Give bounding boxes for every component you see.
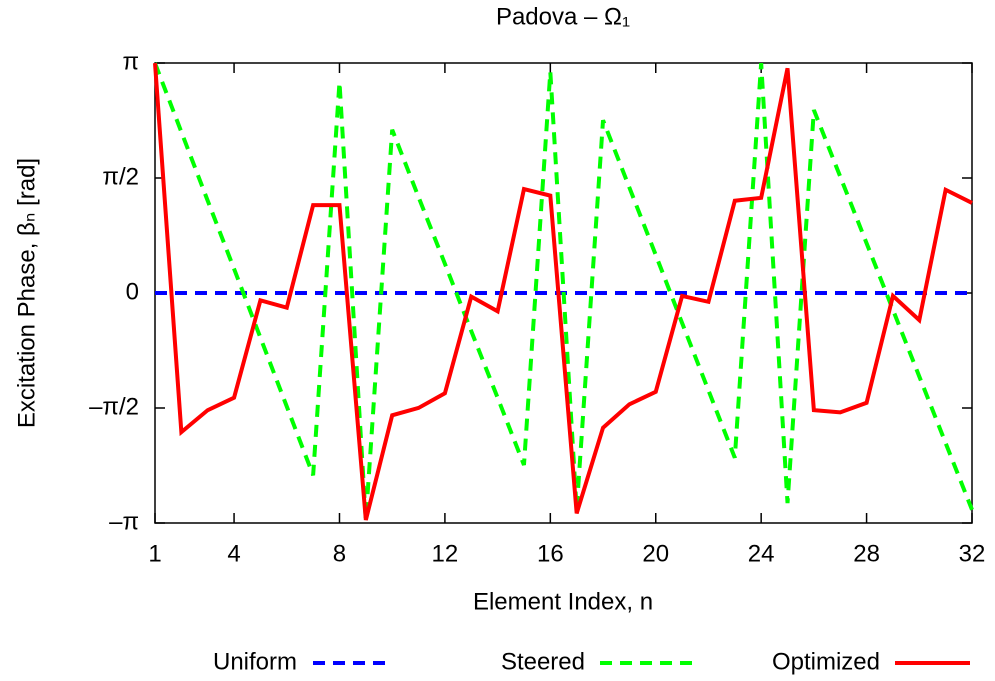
x-tick-label: 16 <box>537 540 564 567</box>
x-tick-label: 1 <box>148 540 161 567</box>
y-tick-label: –π/2 <box>89 393 139 420</box>
legend-label: Optimized <box>772 648 880 675</box>
y-tick-label: π/2 <box>102 163 139 190</box>
series-line <box>153 62 974 521</box>
x-tick-label: 20 <box>642 540 669 567</box>
x-tick-label: 8 <box>333 540 346 567</box>
x-axis-label: Element Index, n <box>473 588 653 615</box>
y-axis-label: Excitation Phase, βₙ [rad] <box>13 158 40 428</box>
x-tick-label: 24 <box>748 540 775 567</box>
chart-title: Padova – Ω₁ <box>496 3 630 30</box>
x-tick-label: 4 <box>227 540 240 567</box>
y-tick-label: –π <box>109 508 139 535</box>
y-tick-label: 0 <box>126 278 139 305</box>
x-tick-label: 12 <box>432 540 459 567</box>
legend-label: Steered <box>501 648 585 675</box>
legend-label: Uniform <box>213 648 297 675</box>
series-line <box>153 62 973 521</box>
x-tick-label: 28 <box>853 540 880 567</box>
y-tick-label: π <box>122 48 139 75</box>
x-tick-label: 32 <box>959 540 986 567</box>
